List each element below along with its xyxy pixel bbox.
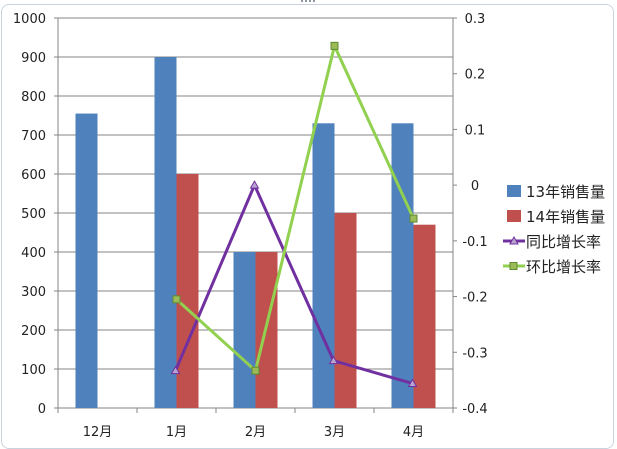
left-tick-label: 0 [38,402,46,417]
legend-swatch [507,185,521,197]
marker-triangle [407,378,418,387]
right-tick-label: 0.3 [465,12,486,27]
left-tick-label: 100 [21,363,46,378]
right-tick-label: -0.4 [462,402,487,417]
marker-triangle [249,180,260,189]
x-tick-label: 2月 [245,425,266,440]
legend-label: 13年销售量 [526,183,605,201]
left-tick-label: 200 [21,324,46,339]
left-tick-label: 900 [21,51,46,66]
right-tick-label: -0.2 [462,291,487,306]
x-tick-label: 4月 [403,425,424,440]
marker-square [172,295,181,304]
left-tick-label: 300 [21,285,46,300]
bar-13-0 [75,113,98,409]
left-tick-label: 1000 [13,12,46,27]
right-tick-label: 0.1 [465,123,486,138]
legend-label: 同比增长率 [526,233,601,251]
right-tick-label: -0.3 [462,346,487,361]
left-tick-label: 400 [21,246,46,261]
left-tick-label: 800 [21,90,46,105]
marker-triangle [328,355,339,365]
left-tick-label: 500 [21,207,46,222]
left-tick-label: 700 [21,129,46,144]
x-tick-label: 3月 [324,425,345,440]
legend-swatch [507,210,521,222]
legend-label: 环比增长率 [526,258,601,276]
marker-square [251,366,260,375]
resize-handle[interactable] [301,0,315,5]
legend-marker [509,262,518,270]
marker-triangle [170,365,181,375]
bar-14-4 [413,224,436,408]
line-square [175,41,415,374]
bar-13-3 [312,123,335,409]
left-tick-label: 600 [21,168,46,183]
x-tick-label: 1月 [166,425,187,440]
bar-14-1 [176,174,199,408]
bar-13-4 [391,123,414,409]
right-tick-label: 0 [471,179,479,194]
legend-marker [509,235,519,245]
marker-square [409,214,418,223]
legend-label: 14年销售量 [526,208,605,226]
bar-14-3 [334,213,357,408]
bar-13-2 [233,252,256,408]
bar-13-1 [154,57,177,408]
x-tick-label: 12月 [83,425,113,440]
right-tick-label: -0.1 [462,235,487,250]
line-triangle [174,181,413,385]
right-tick-label: 0.2 [465,68,486,83]
marker-square [330,41,339,50]
